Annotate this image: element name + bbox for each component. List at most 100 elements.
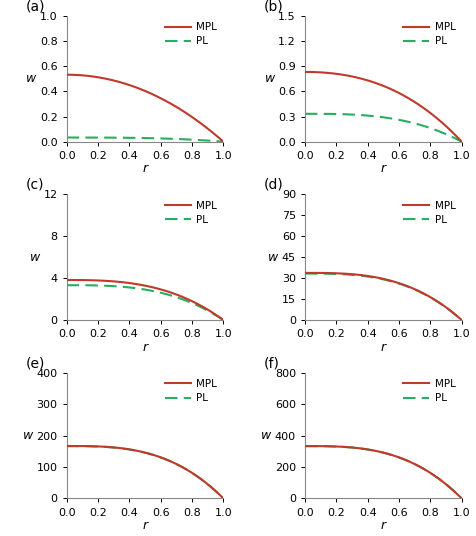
MPL (216, 135, 222, 141)
MPL (454, 491, 460, 497)
MPL (374, 80, 380, 87)
Legend: MPL, PL: MPL, PL (402, 21, 456, 48)
PL (140, 135, 146, 141)
Y-axis label: w: w (30, 251, 40, 264)
Legend: MPL, PL: MPL, PL (164, 21, 218, 48)
MPL (310, 270, 316, 276)
MPL (64, 443, 69, 449)
Y-axis label: w: w (261, 429, 272, 442)
MPL (374, 274, 380, 281)
PL (374, 275, 380, 281)
MPL (426, 108, 431, 115)
MPL (216, 135, 222, 141)
PL (426, 124, 431, 131)
Text: (d): (d) (264, 178, 284, 192)
Line: PL: PL (67, 446, 223, 498)
Line: PL: PL (67, 285, 223, 320)
MPL (310, 443, 316, 449)
X-axis label: r: r (142, 162, 148, 175)
MPL (140, 282, 146, 288)
PL (216, 138, 222, 145)
PL (426, 468, 431, 475)
X-axis label: r: r (381, 162, 386, 175)
Line: MPL: MPL (67, 75, 223, 142)
MPL (302, 69, 308, 75)
Legend: MPL, PL: MPL, PL (402, 200, 456, 226)
MPL (459, 138, 465, 145)
PL (302, 443, 308, 449)
Text: (a): (a) (26, 0, 45, 13)
MPL (454, 133, 460, 140)
Text: (f): (f) (264, 356, 280, 370)
PL (310, 443, 316, 449)
MPL (374, 448, 380, 455)
Line: PL: PL (67, 138, 223, 142)
PL (302, 110, 308, 117)
PL (72, 282, 78, 288)
MPL (459, 317, 465, 323)
Legend: MPL, PL: MPL, PL (402, 378, 456, 404)
MPL (378, 82, 384, 88)
PL (378, 276, 384, 282)
MPL (187, 297, 193, 303)
MPL (220, 138, 226, 145)
MPL (454, 313, 460, 319)
MPL (216, 491, 222, 497)
MPL (454, 134, 460, 140)
MPL (302, 270, 308, 276)
PL (72, 135, 78, 141)
X-axis label: r: r (381, 340, 386, 354)
Line: PL: PL (305, 446, 462, 498)
PL (454, 491, 460, 497)
PL (459, 317, 465, 323)
Line: MPL: MPL (305, 446, 462, 498)
MPL (378, 275, 384, 281)
Line: PL: PL (305, 273, 462, 320)
X-axis label: r: r (142, 519, 148, 532)
PL (216, 138, 222, 145)
MPL (216, 314, 222, 320)
PL (454, 313, 460, 319)
MPL (72, 277, 78, 283)
PL (136, 285, 141, 292)
MPL (302, 443, 308, 449)
PL (64, 443, 69, 449)
PL (220, 317, 226, 323)
MPL (459, 495, 465, 502)
PL (454, 313, 460, 319)
PL (136, 135, 141, 141)
Line: MPL: MPL (305, 72, 462, 142)
PL (216, 491, 222, 497)
Y-axis label: w: w (265, 72, 275, 85)
MPL (454, 313, 460, 319)
MPL (136, 281, 141, 288)
Text: (c): (c) (26, 178, 44, 192)
MPL (187, 468, 193, 475)
PL (140, 286, 146, 293)
X-axis label: r: r (381, 519, 386, 532)
PL (374, 448, 380, 455)
MPL (378, 449, 384, 455)
PL (454, 491, 460, 497)
MPL (64, 71, 69, 78)
PL (216, 314, 222, 321)
Y-axis label: w: w (26, 72, 37, 85)
PL (187, 468, 193, 475)
PL (64, 135, 69, 141)
Text: (e): (e) (26, 356, 45, 370)
Legend: MPL, PL: MPL, PL (164, 378, 218, 404)
MPL (136, 85, 141, 92)
MPL (64, 277, 69, 283)
PL (220, 138, 226, 145)
MPL (220, 317, 226, 323)
PL (187, 299, 193, 306)
MPL (187, 113, 193, 119)
Y-axis label: w: w (23, 429, 33, 442)
MPL (216, 314, 222, 320)
PL (64, 282, 69, 288)
PL (136, 448, 141, 455)
MPL (140, 87, 146, 93)
MPL (216, 491, 222, 497)
MPL (72, 72, 78, 78)
Y-axis label: w: w (268, 251, 278, 264)
